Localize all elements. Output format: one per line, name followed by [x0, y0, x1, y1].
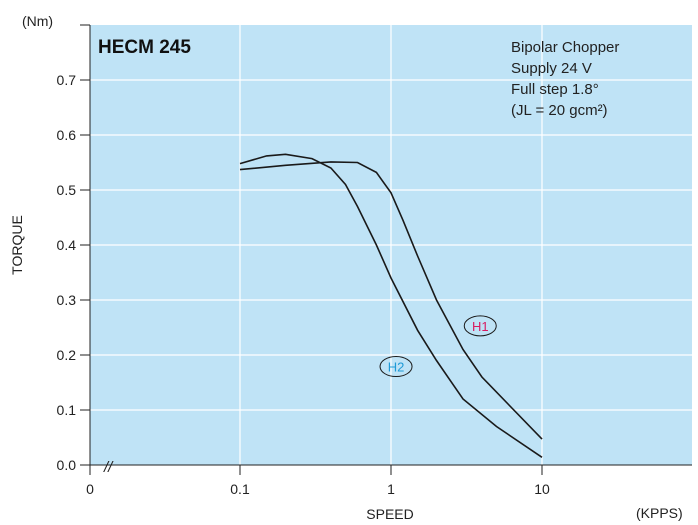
y-tick-label: 0.0: [57, 457, 77, 473]
y-axis-unit: (Nm): [22, 13, 53, 29]
annotation-line: (JL = 20 gcm²): [511, 102, 608, 119]
series-label-outline: [463, 315, 497, 337]
series-label-h1: H1: [472, 319, 489, 334]
annotation-line: Full step 1.8°: [511, 81, 599, 98]
series-label-outline: [379, 356, 413, 378]
y-tick-label: 0.6: [57, 127, 77, 143]
series-labels: H1 H2: [379, 315, 497, 378]
series-line-h2: [239, 153, 543, 458]
series-label-h2: H2: [388, 360, 405, 375]
annotation-line: Supply 24 V: [511, 60, 592, 77]
annotation-line: Bipolar Chopper: [511, 39, 619, 56]
x-tick-label: 0.1: [230, 481, 250, 497]
grid-lines: [90, 25, 692, 465]
tick-marks: 0.0 0.1 0.2 0.3 0.4 0.5 0.6 0.7 0 0.1 1 10: [57, 24, 550, 497]
y-tick-label: 0.4: [57, 237, 77, 253]
x-tick-label: 1: [387, 481, 395, 497]
axis-break-mark: //: [103, 459, 114, 476]
y-tick-label: 0.3: [57, 292, 77, 308]
x-tick-label: 10: [534, 481, 550, 497]
series-line-h1: [239, 161, 543, 440]
y-axis-label: TORQUE: [9, 215, 25, 275]
y-tick-label: 0.5: [57, 182, 77, 198]
chart-title: HECM 245: [98, 37, 191, 58]
x-axis-unit: (KPPS): [636, 505, 683, 521]
y-tick-label: 0.1: [57, 402, 77, 418]
y-tick-label: 0.7: [57, 72, 77, 88]
curves: [239, 153, 543, 458]
conditions-annotation: Bipolar Chopper Supply 24 V Full step 1.8°…: [511, 39, 619, 119]
x-tick-label: 0: [86, 481, 94, 497]
y-tick-label: 0.2: [57, 347, 77, 363]
x-axis-label: SPEED: [366, 506, 413, 522]
